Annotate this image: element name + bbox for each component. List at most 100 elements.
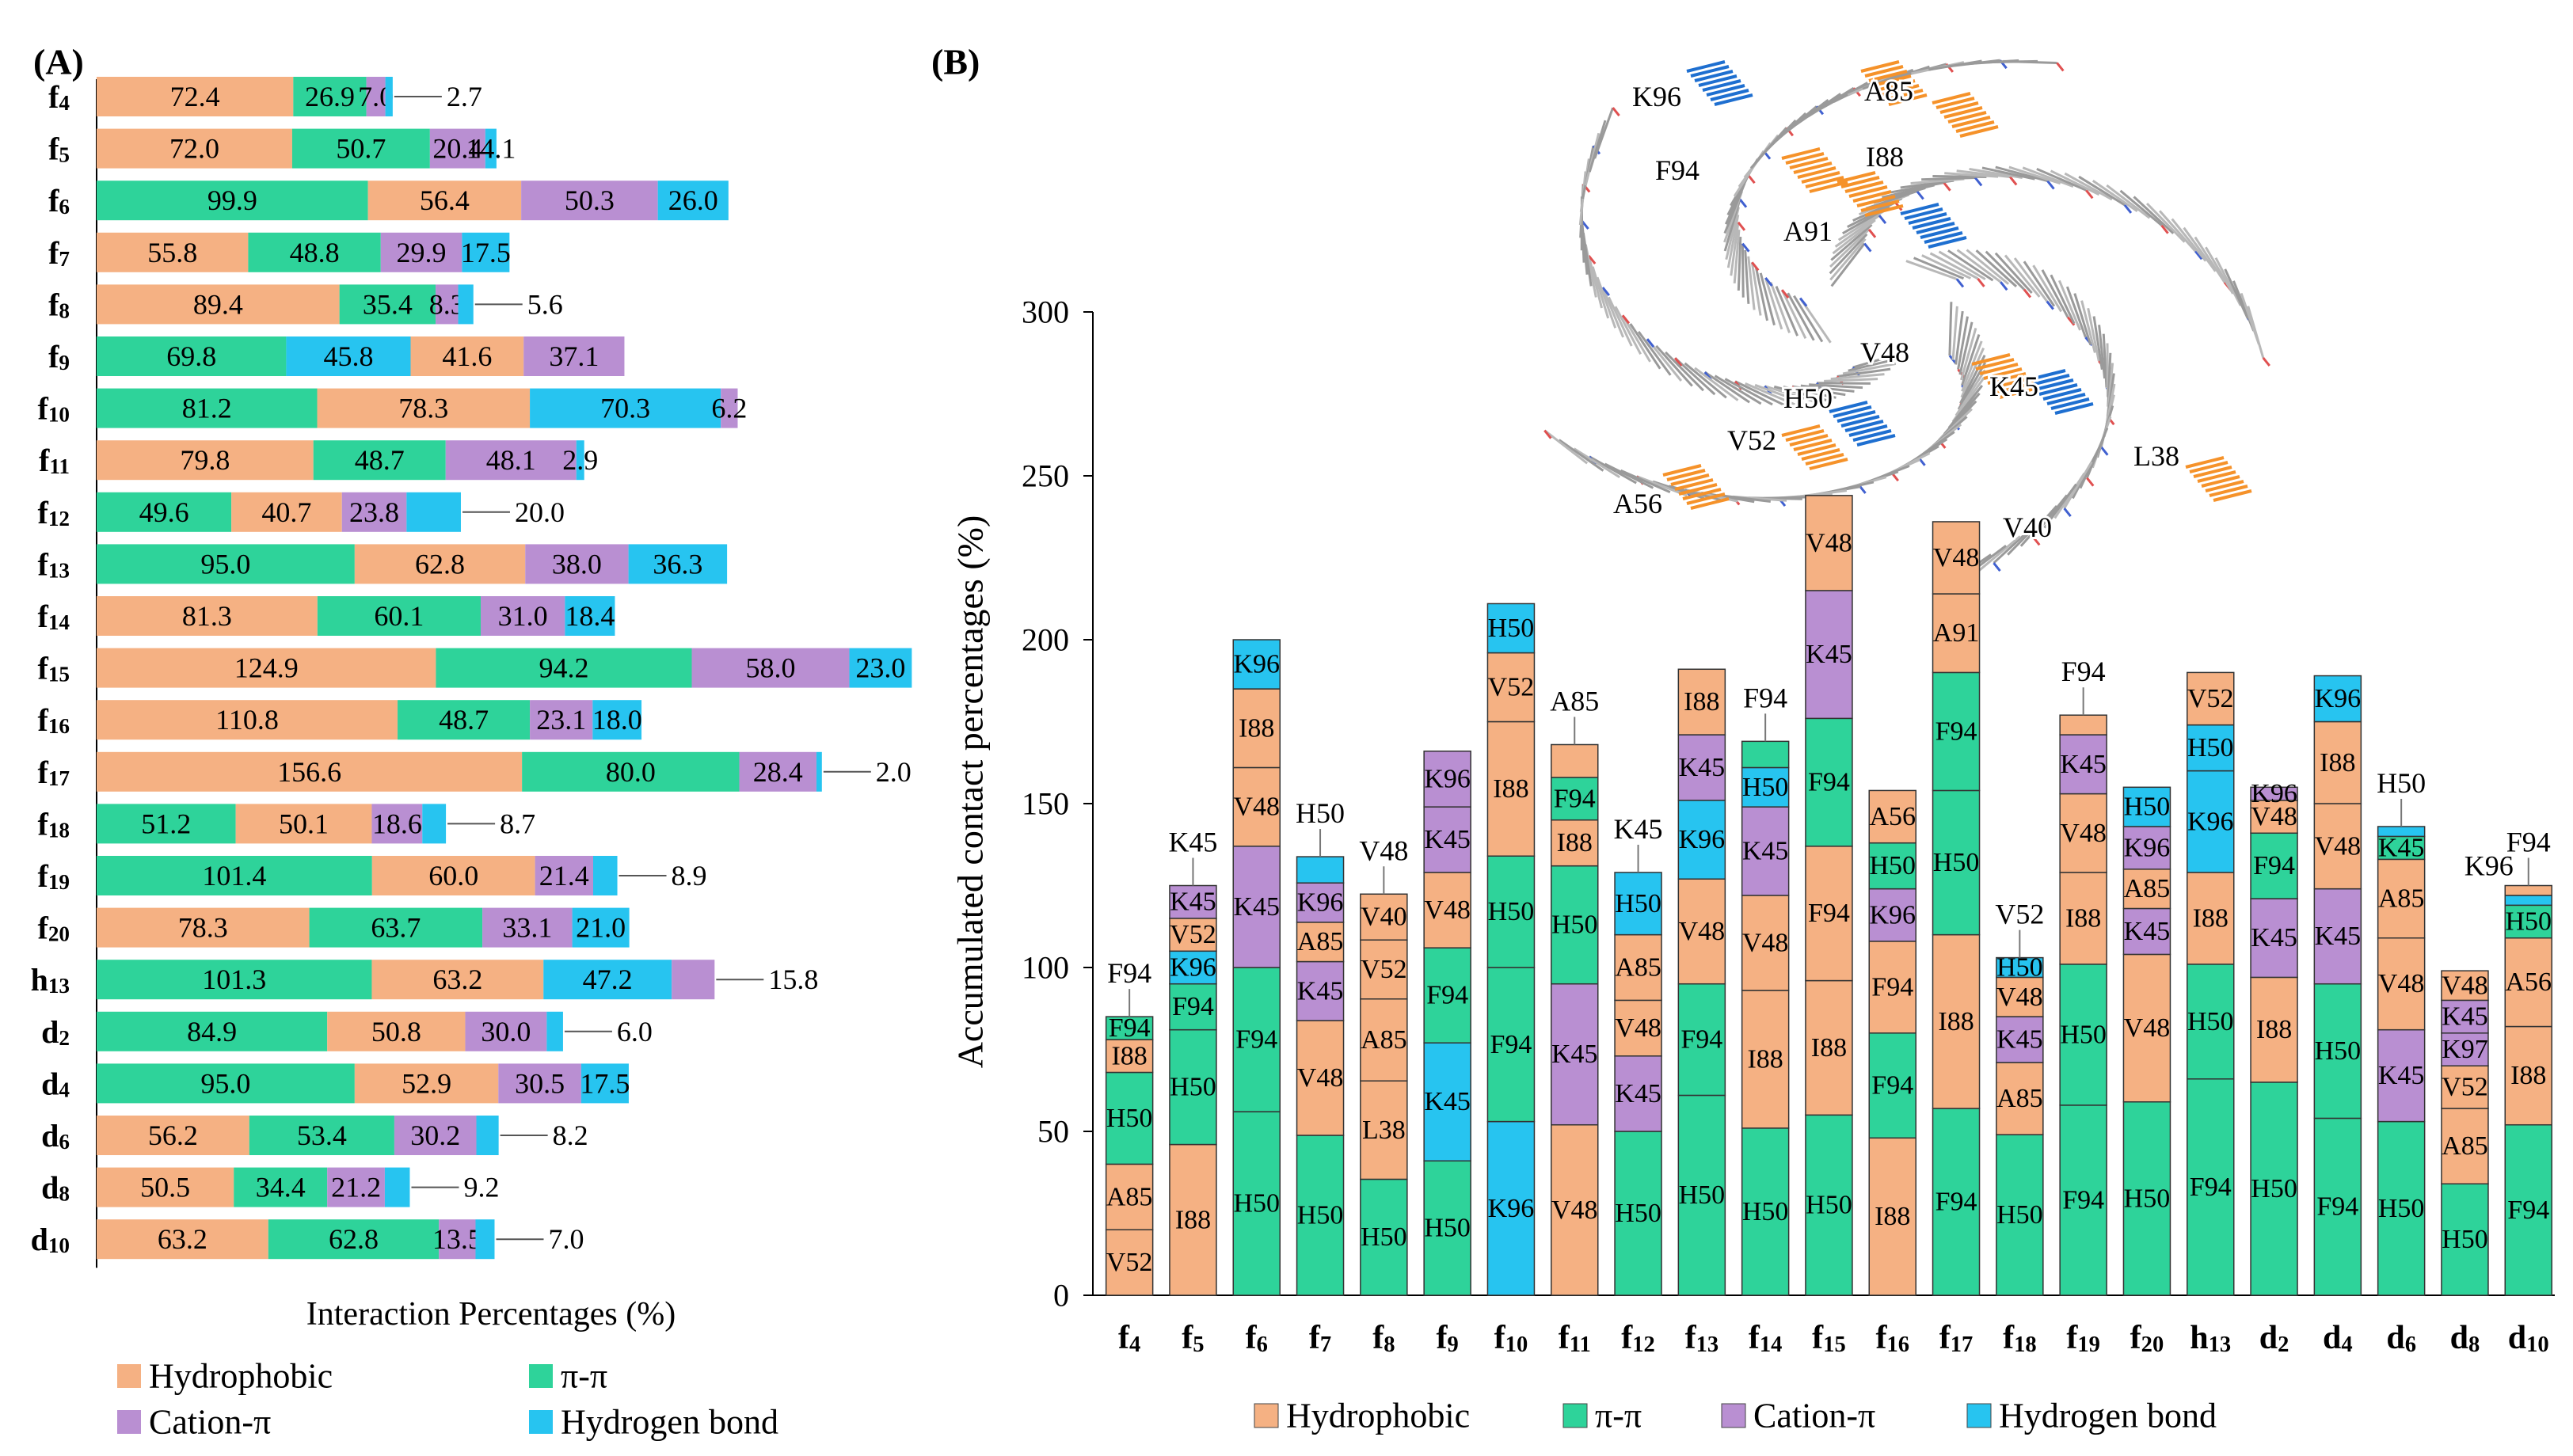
panel-b-residue-label: F94	[1935, 717, 1977, 746]
structure-strand	[2022, 166, 2074, 188]
structure-strand	[2064, 172, 2113, 201]
panel-b-bar-segment	[1868, 941, 1916, 1034]
structure-highlight-rod	[1860, 200, 1900, 212]
structure-highlight-rod	[1793, 162, 1833, 174]
structure-strand	[2119, 189, 2163, 226]
panel-b-category-label: f10	[1494, 1320, 1528, 1357]
panel-b-residue-label: H50	[1996, 1200, 2043, 1230]
structure-highlight-rod	[1947, 111, 1987, 124]
panel-b-residue-label: A56	[2505, 967, 2552, 997]
panel-b-residue-label: V52	[1361, 955, 1407, 984]
structure-highlight-rod	[1852, 429, 1892, 442]
panel-a-bar-segment	[475, 1219, 495, 1260]
panel-b-residue-label: K45	[2124, 917, 2171, 946]
panel-a-value-label: 60.0	[428, 860, 478, 891]
panel-b-legend-label: Cation-π	[1753, 1397, 1875, 1435]
panel-b-bar-segment	[1296, 856, 1345, 884]
panel-b-category-label: d2	[2259, 1320, 2289, 1357]
panel-b-bar-segment	[1932, 671, 1981, 792]
structure-strand	[1558, 439, 1604, 472]
panel-b-residue-label: K96	[2187, 807, 2234, 836]
structure-strand	[1629, 323, 1661, 370]
panel-b-residue-label: F94	[1871, 972, 1913, 1002]
panel-b-legend-swatch	[1254, 1403, 1279, 1428]
structure-atom	[1863, 242, 1872, 253]
panel-a-bar-segment	[521, 181, 658, 221]
structure-strand	[2092, 179, 2138, 212]
structure-strand	[1966, 249, 2010, 285]
structure-strand	[1830, 373, 1885, 381]
panel-b-callout-label: V48	[1359, 834, 1408, 866]
panel-a-bar-segment	[482, 907, 573, 948]
panel-b-bar-segment	[2187, 964, 2235, 1080]
structure-highlight-rod	[1987, 372, 2027, 385]
panel-b-bar-segment	[1551, 743, 1599, 778]
panel-b-residue-label: F94	[2253, 851, 2295, 880]
panel-b-residue-label: K45	[2315, 922, 2362, 951]
structure-highlight-rod	[1833, 405, 1872, 418]
panel-b-label: (B)	[931, 42, 980, 82]
panel-a-bar-segment	[593, 856, 618, 895]
panel-a-value-label: 41.6	[442, 340, 492, 372]
structure-strand	[1755, 268, 1769, 321]
panel-b-residue-label: A85	[1106, 1182, 1153, 1211]
panel-a-value-label: 2.9	[562, 444, 598, 476]
panel-a-value-label: 60.1	[374, 600, 424, 632]
panel-b-residue-label: F94	[1871, 1071, 1913, 1101]
structure-highlight-rod	[1955, 120, 1995, 133]
panel-b-y-tick-label: 250	[1022, 458, 1069, 494]
panel-a-bar-segment	[97, 232, 249, 272]
structure-highlight-rod	[1876, 79, 1916, 92]
panel-a-callout-label: 2.0	[876, 756, 912, 788]
structure-strand	[1975, 249, 2018, 287]
structure-strand	[2194, 236, 2226, 283]
panel-b-legend-label: Hydrogen bond	[1999, 1397, 2217, 1435]
panel-b-bar-segment	[2313, 983, 2362, 1120]
panel-b-residue-label: F94	[1109, 1013, 1151, 1043]
structure-highlight-rod	[2046, 393, 2086, 405]
structure-strand	[2008, 165, 2061, 185]
panel-b-legend-swatch	[1721, 1403, 1746, 1428]
panel-b-residue-label: K45	[1806, 640, 1852, 669]
structure-highlight-rod	[1690, 497, 1730, 510]
structure-strand	[2133, 196, 2175, 234]
panel-b-residue-label: V48	[1551, 1196, 1598, 1225]
panel-a-value-label: 124.9	[234, 652, 299, 684]
panel-a-value-label: 99.9	[207, 184, 257, 216]
panel-b-residue-label: V48	[1424, 895, 1471, 925]
structure-highlight-rod	[1836, 171, 1876, 184]
panel-b-bar-segment	[1677, 983, 1726, 1097]
structure-strand	[1910, 177, 1965, 185]
panel-b-bar-segment	[1741, 990, 1790, 1129]
structure-highlight-rod	[2034, 378, 2074, 391]
structure-strand	[1588, 120, 1607, 173]
panel-b-category-label: f18	[2003, 1320, 2037, 1357]
panel-b-bar-segment	[1360, 939, 1408, 1000]
panel-a-value-label: 21.0	[576, 912, 626, 944]
panel-b-residue-label: H50	[1933, 848, 1980, 877]
panel-a-bar-segment	[97, 700, 398, 740]
panel-b-residue-label: A85	[2124, 874, 2171, 903]
structure-atom	[2086, 477, 2095, 487]
panel-a-chart: (A)f4 72.4 26.9 7.0 2.7 f5 72.0 50.7 20.414.1 f6 9…	[31, 42, 912, 1442]
structure-highlight-rod	[1686, 60, 1726, 73]
panel-a-bar-segment	[327, 1011, 466, 1051]
panel-b-bar-segment	[2059, 714, 2107, 736]
panel-a-value-label: 28.4	[753, 756, 803, 788]
panel-a-bar-segment	[97, 648, 436, 688]
panel-a-value-label: 30.0	[481, 1016, 531, 1047]
panel-a-legend-label: Cation-π	[149, 1403, 271, 1442]
panel-b-bar-segment	[1741, 895, 1790, 991]
panel-b-residue-label: L38	[1362, 1116, 1406, 1145]
panel-a-category-label: d4	[41, 1066, 70, 1102]
panel-b-bar-segment	[1868, 1032, 1916, 1139]
structure-strand	[1787, 292, 1815, 341]
panel-a-value-label: 79.8	[180, 444, 230, 476]
structure-highlight-rod	[1872, 74, 1912, 87]
panel-a-value-label: 21.2	[331, 1172, 381, 1203]
structure-highlight-rod	[1781, 147, 1821, 160]
panel-a-legend-swatch	[529, 1410, 553, 1434]
panel-a-value-label: 29.9	[397, 237, 447, 268]
panel-b-bar-segment	[2504, 904, 2552, 939]
panel-a-value-label: 18.6	[372, 808, 422, 839]
